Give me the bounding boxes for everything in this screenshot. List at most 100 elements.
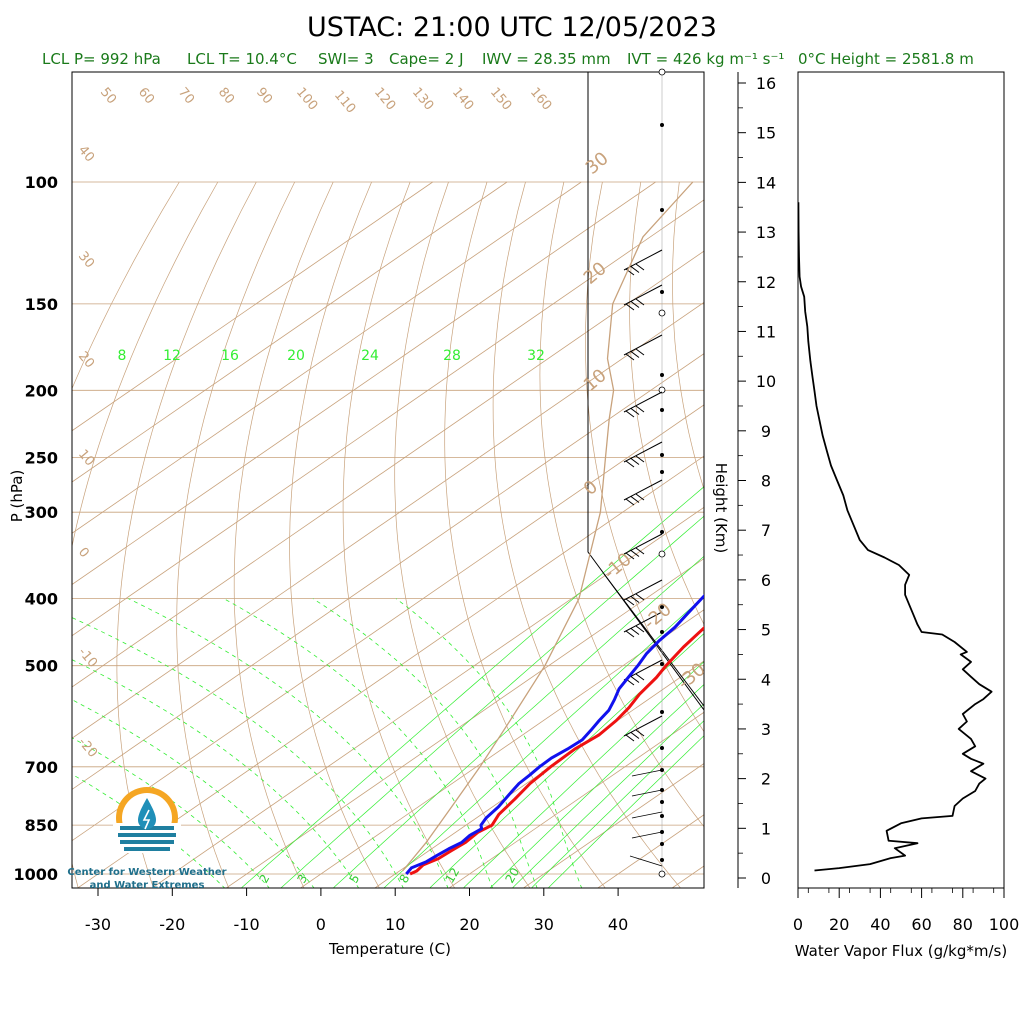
dry-adiabat-line	[910, 182, 1024, 889]
y-tick-label: 1000	[13, 865, 58, 884]
wind-barb	[623, 715, 663, 737]
height-tick-label: 0	[761, 869, 771, 888]
isotherm-line	[72, 181, 582, 534]
mixing-ratio-line	[383, 595, 704, 888]
dry-adiabat-label: 160	[527, 85, 554, 114]
wind-barb	[623, 249, 663, 271]
isotherm-line	[299, 609, 704, 888]
dry-adiabat-line	[833, 182, 1024, 889]
mixing-ratio-label-top: 16	[221, 348, 239, 364]
dry-adiabat-label: 100	[293, 85, 320, 114]
y-tick-label: 250	[25, 448, 58, 467]
y-tick-label: 300	[25, 503, 58, 522]
mixing-ratio-label-top: 24	[361, 348, 379, 364]
isotherm-line	[225, 558, 704, 888]
moist-adiabat-line	[72, 659, 360, 888]
height-tick-label: 10	[756, 372, 776, 391]
wind-barb	[623, 441, 663, 463]
lcl-t-label: LCL T= 10.4°C	[187, 50, 297, 68]
dry-adiabat-line	[672, 181, 704, 491]
wind-point-marker	[660, 746, 665, 751]
mixing-ratio-line	[280, 515, 704, 888]
wind-point-marker	[660, 662, 665, 667]
dry-adiabat-label: 150	[487, 85, 514, 114]
dry-adiabat-label: 60	[135, 85, 157, 107]
dry-adiabat-line	[795, 182, 1024, 889]
dry-adiabat-line	[116, 181, 257, 888]
mixing-ratio-line	[489, 684, 704, 888]
dry-adiabat-label: 30	[75, 249, 97, 271]
dry-adiabat-line	[394, 181, 531, 888]
mixing-ratio-line	[462, 661, 704, 888]
height-axis-label: Height (Km)	[712, 463, 730, 554]
height-tick-label: 9	[761, 422, 771, 441]
x-tick-label: -20	[159, 915, 185, 934]
x-tick-label: 40	[608, 915, 628, 934]
y-tick-label: 400	[25, 590, 58, 609]
wind-barb	[623, 579, 663, 601]
x-tick-label: -30	[85, 915, 111, 934]
dry-adiabat-line	[539, 181, 704, 828]
dry-adiabat-line	[492, 181, 681, 888]
dry-adiabat-label: 110	[331, 88, 358, 117]
isotherm-line	[745, 182, 1024, 889]
logo-line2: and Water Extremes	[90, 880, 205, 891]
dry-adiabat-label: 10	[75, 447, 97, 469]
wind-barb	[623, 284, 663, 306]
zero-height-label: 0°C Height = 2581.8 m	[798, 50, 974, 68]
lcl-p-label: LCL P= 992 hPa	[42, 50, 161, 68]
wind-point-marker	[660, 858, 665, 863]
wind-point-marker	[660, 605, 665, 610]
moist-adiabat-line	[72, 773, 226, 888]
dry-adiabat-label: 140	[449, 85, 476, 114]
dry-adiabat-label: 120	[371, 85, 398, 114]
isotherm-line	[448, 711, 704, 888]
wind-barb	[623, 391, 663, 413]
x-axis-label: Temperature (C)	[328, 940, 451, 958]
plot-frame	[71, 71, 705, 889]
wind-point-marker	[658, 309, 666, 317]
height-tick-label: 7	[761, 521, 771, 540]
wind-barb	[631, 769, 663, 777]
wind-barb	[623, 479, 663, 501]
wind-point-marker	[660, 842, 665, 847]
ivt-label: IVT = 426 kg m⁻¹ s⁻¹	[627, 50, 784, 68]
dry-adiabat-label: 0	[75, 545, 92, 561]
isotherm-line	[72, 199, 704, 637]
flux-tick-label: 40	[870, 915, 890, 934]
wind-point-marker	[658, 68, 666, 76]
dry-adiabat-line	[987, 182, 1024, 889]
height-tick-label: 11	[756, 322, 776, 341]
wind-point-marker	[660, 372, 665, 377]
isotherm-line	[72, 181, 433, 432]
height-tick-label: 6	[761, 571, 771, 590]
dry-adiabat-label: 40	[75, 143, 97, 165]
mixing-ratio-label-top: 8	[118, 348, 127, 364]
isotherm-line	[72, 404, 704, 842]
skewt-axes: 50 60 70 80 90 100 110 120 130 140 150 160403020100…	[8, 85, 710, 958]
wind-barb	[631, 831, 663, 839]
swi-label: SWI= 3	[318, 50, 374, 68]
wind-point-marker	[658, 386, 666, 394]
wind-barb	[623, 334, 663, 356]
iwv-label: IWV = 28.35 mm	[482, 50, 611, 68]
logo-line1: Center for Western Weather	[67, 867, 226, 878]
y-tick-label: 100	[25, 173, 58, 192]
height-tick-label: 12	[756, 273, 776, 292]
dry-adiabat-line	[872, 182, 1024, 889]
height-tick-label: 2	[761, 770, 771, 789]
wind-barb	[631, 789, 663, 797]
sounding-series	[402, 181, 704, 876]
wind-point-marker	[660, 452, 665, 457]
mixing-ratio-line	[547, 735, 704, 888]
flux-tick-label: 20	[829, 915, 849, 934]
wind-point-marker	[660, 710, 665, 715]
isotherm-line	[597, 814, 704, 888]
height-tick-label: 15	[756, 124, 776, 143]
dry-adiabat-line	[72, 181, 219, 888]
wind-point-marker	[658, 870, 666, 878]
parcel-line	[402, 181, 694, 872]
dry-adiabat-line	[342, 181, 456, 888]
height-tick-label: 3	[761, 720, 771, 739]
